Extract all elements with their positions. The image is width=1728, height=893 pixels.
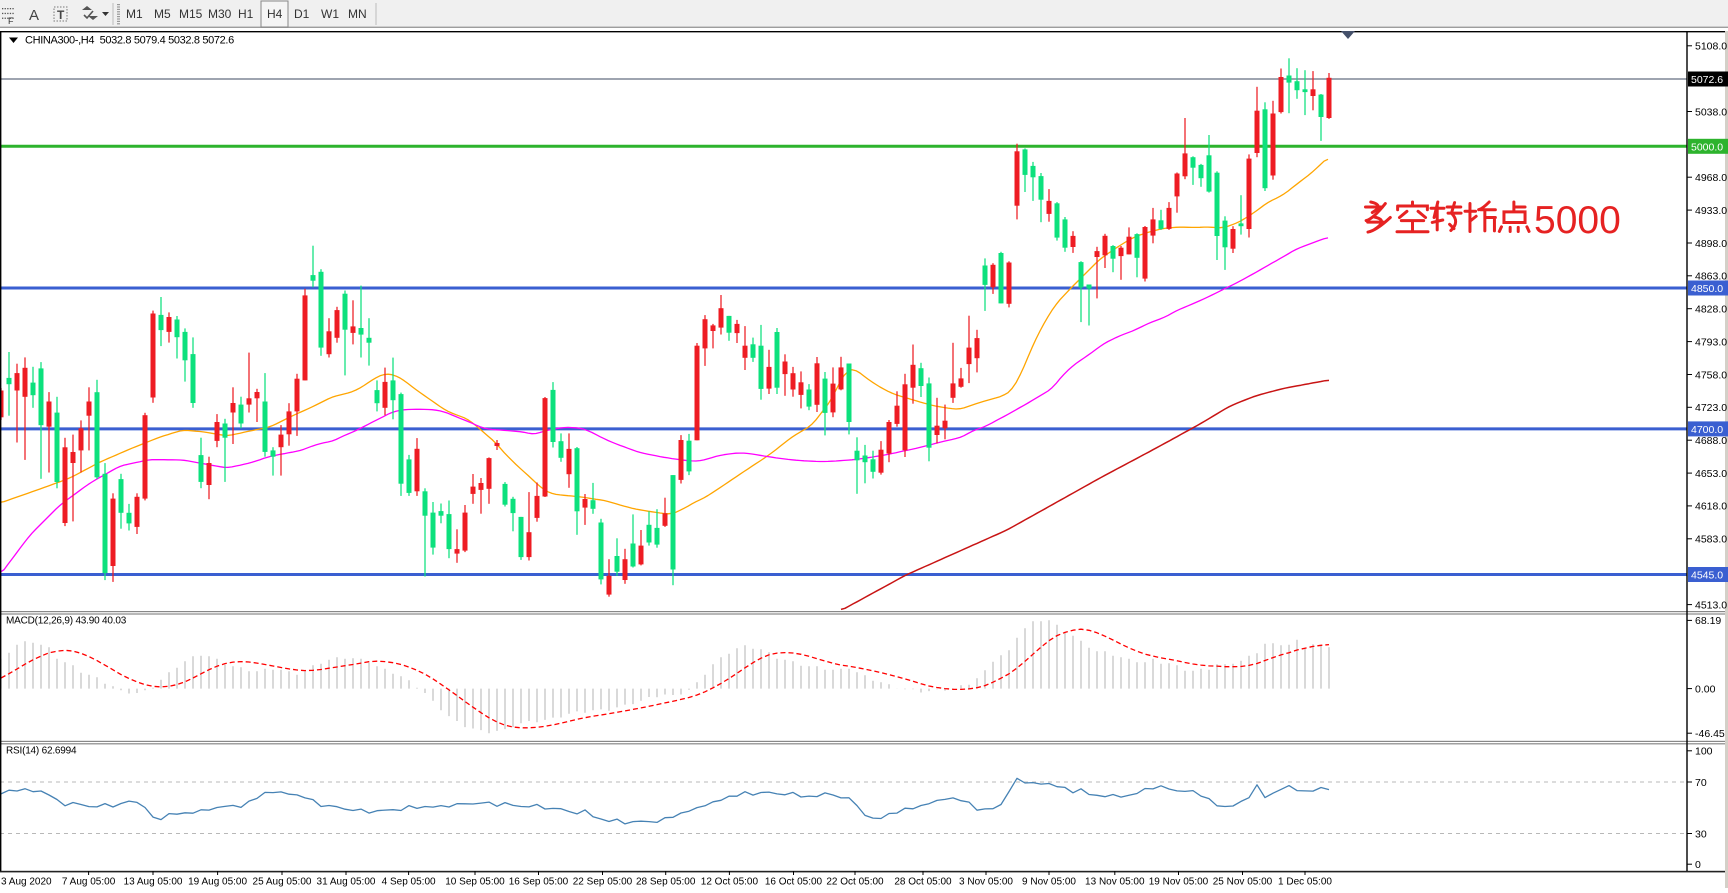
svg-text:5038.0: 5038.0 <box>1695 106 1727 118</box>
svg-text:31 Aug 05:00: 31 Aug 05:00 <box>317 877 376 888</box>
svg-text:1 Dec 05:00: 1 Dec 05:00 <box>1278 877 1332 888</box>
svg-text:4653.0: 4653.0 <box>1695 468 1727 480</box>
svg-text:4898.0: 4898.0 <box>1695 238 1727 250</box>
svg-text:4688.0: 4688.0 <box>1695 435 1727 447</box>
svg-text:H1: H1 <box>238 7 254 21</box>
svg-text:4863.0: 4863.0 <box>1695 271 1727 283</box>
svg-text:12 Oct 05:00: 12 Oct 05:00 <box>701 877 759 888</box>
svg-text:22 Sep 05:00: 22 Sep 05:00 <box>573 877 633 888</box>
svg-text:4850.0: 4850.0 <box>1691 283 1723 295</box>
svg-text:H4: H4 <box>267 7 283 21</box>
svg-text:4968.0: 4968.0 <box>1695 172 1727 184</box>
svg-text:5072.6: 5072.6 <box>1691 74 1723 86</box>
svg-text:4513.0: 4513.0 <box>1695 599 1727 611</box>
svg-text:5000: 5000 <box>1534 199 1621 242</box>
svg-text:100: 100 <box>1695 746 1713 758</box>
svg-text:5000.0: 5000.0 <box>1691 141 1723 153</box>
svg-text:28 Oct 05:00: 28 Oct 05:00 <box>894 877 952 888</box>
svg-text:3 Nov 05:00: 3 Nov 05:00 <box>959 877 1013 888</box>
svg-text:9 Nov 05:00: 9 Nov 05:00 <box>1022 877 1076 888</box>
svg-text:4933.0: 4933.0 <box>1695 205 1727 217</box>
svg-text:4828.0: 4828.0 <box>1695 304 1727 316</box>
svg-text:0: 0 <box>1695 859 1701 871</box>
svg-text:3 Aug 2020: 3 Aug 2020 <box>1 877 52 888</box>
svg-text:19 Nov 05:00: 19 Nov 05:00 <box>1149 877 1209 888</box>
svg-text:M15: M15 <box>179 7 203 21</box>
svg-text:0.00: 0.00 <box>1695 683 1716 695</box>
svg-text:4 Sep 05:00: 4 Sep 05:00 <box>382 877 436 888</box>
svg-text:W1: W1 <box>321 7 339 21</box>
svg-text:-46.45: -46.45 <box>1695 728 1725 740</box>
svg-text:M5: M5 <box>154 7 171 21</box>
svg-text:4618.0: 4618.0 <box>1695 501 1727 513</box>
svg-text:4545.0: 4545.0 <box>1691 570 1723 582</box>
svg-text:68.19: 68.19 <box>1695 615 1721 627</box>
svg-text:4758.0: 4758.0 <box>1695 369 1727 381</box>
svg-text:MN: MN <box>348 7 367 21</box>
svg-text:25 Aug 05:00: 25 Aug 05:00 <box>253 877 312 888</box>
svg-text:13 Nov 05:00: 13 Nov 05:00 <box>1085 877 1145 888</box>
svg-text:CHINA300-,H4 5032.8 5079.4 50: CHINA300-,H4 5032.8 5079.4 5032.8 5072.6 <box>25 35 234 47</box>
svg-text:10 Sep 05:00: 10 Sep 05:00 <box>445 877 505 888</box>
svg-text:4793.0: 4793.0 <box>1695 336 1727 348</box>
svg-text:25 Nov 05:00: 25 Nov 05:00 <box>1213 877 1273 888</box>
svg-text:5108.0: 5108.0 <box>1695 41 1727 53</box>
svg-text:16 Sep 05:00: 16 Sep 05:00 <box>509 877 569 888</box>
svg-text:4583.0: 4583.0 <box>1695 534 1727 546</box>
svg-text:D1: D1 <box>294 7 310 21</box>
svg-text:MACD(12,26,9) 43.90 40.03: MACD(12,26,9) 43.90 40.03 <box>6 616 127 627</box>
svg-text:RSI(14) 62.6994: RSI(14) 62.6994 <box>6 746 77 757</box>
svg-text:13 Aug 05:00: 13 Aug 05:00 <box>124 877 183 888</box>
svg-text:F: F <box>8 16 14 26</box>
svg-text:22 Oct 05:00: 22 Oct 05:00 <box>826 877 884 888</box>
svg-text:70: 70 <box>1695 777 1707 789</box>
svg-text:7 Aug 05:00: 7 Aug 05:00 <box>62 877 116 888</box>
svg-text:4723.0: 4723.0 <box>1695 402 1727 414</box>
svg-text:30: 30 <box>1695 828 1707 840</box>
svg-text:T: T <box>57 8 65 22</box>
svg-text:19 Aug 05:00: 19 Aug 05:00 <box>188 877 247 888</box>
svg-text:28 Sep 05:00: 28 Sep 05:00 <box>636 877 696 888</box>
svg-text:M1: M1 <box>126 7 143 21</box>
svg-text:A: A <box>29 7 39 24</box>
svg-text:M30: M30 <box>208 7 232 21</box>
svg-text:16 Oct 05:00: 16 Oct 05:00 <box>765 877 823 888</box>
svg-text:4700.0: 4700.0 <box>1691 424 1723 436</box>
